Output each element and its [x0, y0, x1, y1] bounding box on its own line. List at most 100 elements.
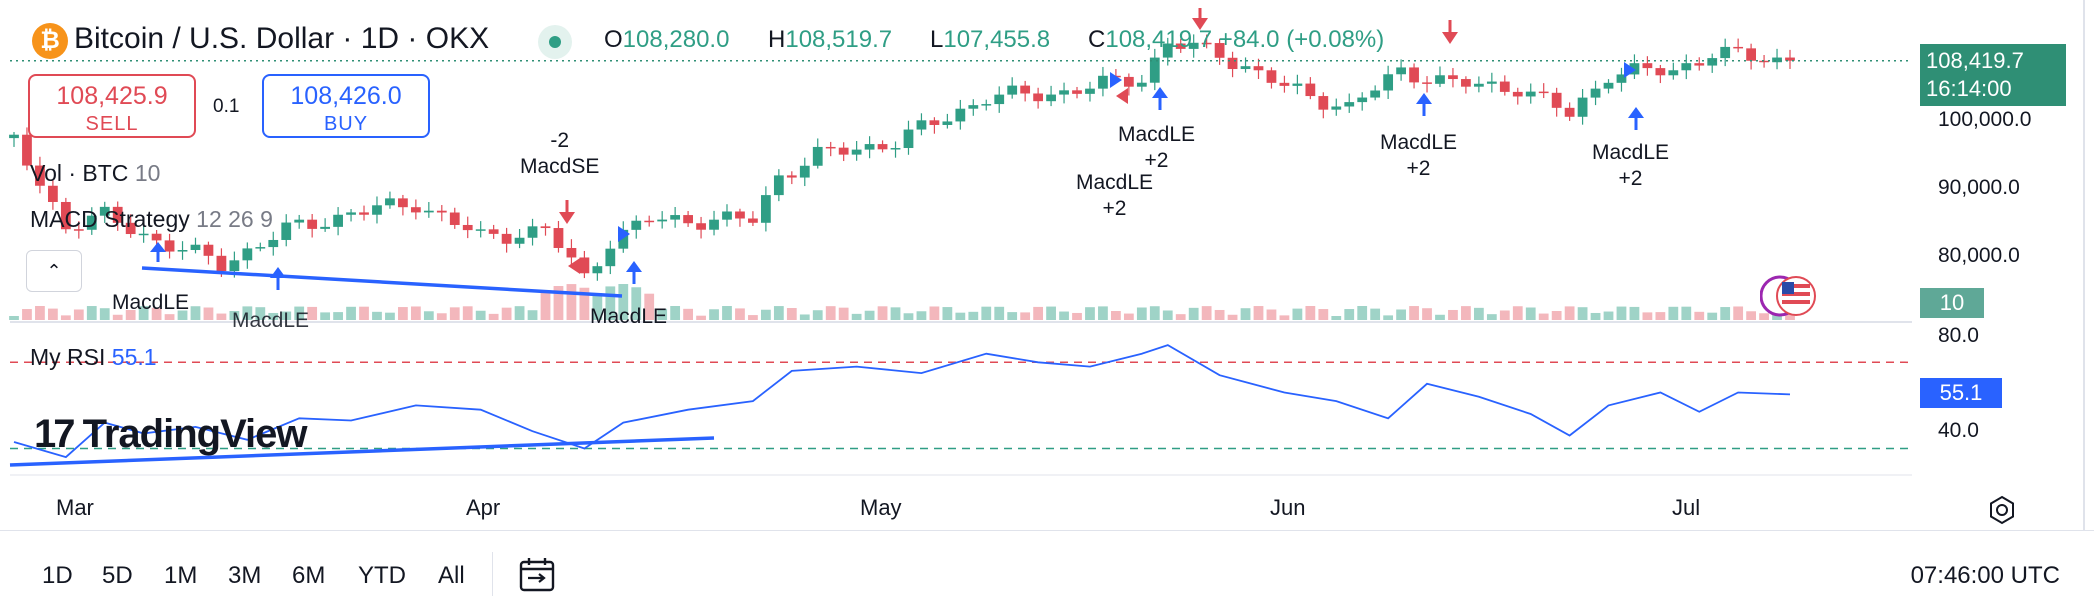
candle-body — [722, 211, 732, 220]
rsi-legend[interactable]: My RSI 55.1 — [30, 344, 157, 371]
candle-body — [410, 207, 421, 213]
timeframe-5d-button[interactable]: 5D — [102, 562, 133, 589]
candle-body — [955, 108, 966, 122]
us-flag-icon[interactable] — [1760, 274, 1820, 318]
volume-bar — [1590, 312, 1601, 320]
candle-body — [1318, 96, 1329, 110]
volume-bars — [9, 284, 1795, 320]
volume-legend[interactable]: Vol · BTC 10 — [30, 160, 160, 187]
volume-bar — [203, 307, 214, 320]
candle-body — [1616, 74, 1627, 83]
candle-body — [592, 266, 603, 274]
candle-body — [1707, 58, 1718, 66]
candle-body — [462, 224, 473, 231]
volume-bar — [35, 306, 45, 320]
signal-label: -2 MacdSE — [520, 129, 600, 178]
price-chart[interactable]: 100,000.0 90,000.0 80,000.0 80.0 40.0 — [0, 0, 2094, 530]
market-status-icon[interactable] — [538, 25, 572, 59]
timeframe-1m-button[interactable]: 1M — [164, 562, 198, 589]
macd-strategy-legend[interactable]: MACD Strategy 12 26 9 — [30, 206, 273, 233]
timeframe-6m-button[interactable]: 6M — [292, 562, 326, 589]
trendline-rsi[interactable] — [9, 436, 715, 467]
trendline-price[interactable] — [141, 266, 623, 298]
volume-bar — [1020, 312, 1031, 320]
candle-body — [1046, 94, 1056, 102]
candle-body — [1331, 106, 1342, 110]
candle-body — [773, 175, 784, 196]
volume-bar — [372, 311, 382, 320]
volume-bar — [825, 306, 836, 320]
settings-hex-icon[interactable] — [1986, 494, 2018, 526]
toolbar-divider — [492, 552, 493, 596]
candle-body — [333, 214, 343, 227]
candle-body — [1746, 48, 1756, 61]
month-label: Jul — [1672, 495, 1701, 520]
volume-bar — [1616, 306, 1627, 320]
volume-bar — [1759, 313, 1769, 320]
symbol-title[interactable]: Bitcoin / U.S. Dollar · 1D · OKX — [74, 22, 490, 55]
candle-body — [35, 165, 45, 186]
candle-body — [1162, 43, 1173, 58]
candle-body — [1655, 68, 1666, 76]
volume-bar — [527, 310, 538, 320]
candle-body — [1733, 46, 1744, 49]
volume-bar — [216, 313, 227, 320]
volume-bar — [1292, 308, 1303, 320]
candle-body — [825, 146, 836, 149]
candle-body — [1720, 46, 1731, 59]
volume-bar — [605, 286, 616, 320]
candle-body — [1785, 57, 1795, 61]
candle-body — [683, 215, 693, 224]
candle-body — [1772, 57, 1782, 63]
chevron-up-icon[interactable]: ⌃ — [26, 250, 82, 292]
volume-bar — [307, 306, 318, 320]
candle-body — [1136, 82, 1147, 87]
candle-body — [372, 205, 382, 215]
candle-body — [73, 229, 84, 231]
short-arrow — [1192, 8, 1208, 30]
ohlc-low: L107,455.8 — [930, 26, 1050, 54]
candle-body — [838, 147, 849, 155]
candle-body — [1370, 90, 1381, 98]
candle-body — [1072, 90, 1082, 94]
candlesticks[interactable] — [9, 34, 1795, 281]
month-label: May — [860, 495, 902, 520]
volume-bar — [436, 313, 447, 320]
volume-bar — [748, 315, 758, 320]
volume-bar — [488, 313, 499, 320]
volume-bar — [1033, 306, 1044, 320]
long-marker — [1110, 72, 1122, 88]
utc-clock[interactable]: 07:46:00 UTC — [1910, 562, 2060, 589]
candle-body — [1175, 43, 1186, 49]
candle-body — [488, 229, 499, 234]
timeframe-1d-button[interactable]: 1D — [42, 562, 73, 589]
buy-button[interactable]: 108,426.0 BUY — [262, 74, 430, 138]
volume-bar — [514, 306, 525, 320]
volume-bar — [281, 311, 292, 320]
volume-bar — [709, 309, 719, 320]
ohlc-value: 107,455.8 — [943, 26, 1051, 53]
timeframe-3m-button[interactable]: 3M — [228, 562, 262, 589]
rsi-legend-value: 55.1 — [111, 344, 157, 370]
sell-button[interactable]: 108,425.9 SELL — [28, 74, 196, 138]
candle-body — [164, 240, 175, 252]
volume-bar — [1681, 306, 1692, 320]
candle-body — [1098, 75, 1108, 89]
short-arrow — [559, 200, 575, 224]
volume-bar — [1461, 306, 1471, 320]
candle-body — [22, 134, 32, 166]
volume-bar — [1357, 306, 1368, 320]
candle-body — [501, 233, 512, 244]
current-price-value: 108,419.7 — [1926, 48, 2024, 73]
candle-body — [1473, 83, 1484, 87]
macd-legend-params: 12 26 9 — [196, 206, 273, 232]
calendar-range-icon[interactable] — [518, 556, 558, 594]
volume-bar — [1046, 306, 1056, 320]
rsi-series-line[interactable] — [13, 344, 1791, 459]
volume-bar — [786, 308, 797, 320]
volume-bar — [877, 306, 888, 320]
timeframe-all-button[interactable]: All — [438, 562, 465, 589]
candle-body — [1188, 42, 1199, 49]
timeframe-ytd-button[interactable]: YTD — [358, 562, 406, 589]
volume-bar — [683, 308, 693, 320]
